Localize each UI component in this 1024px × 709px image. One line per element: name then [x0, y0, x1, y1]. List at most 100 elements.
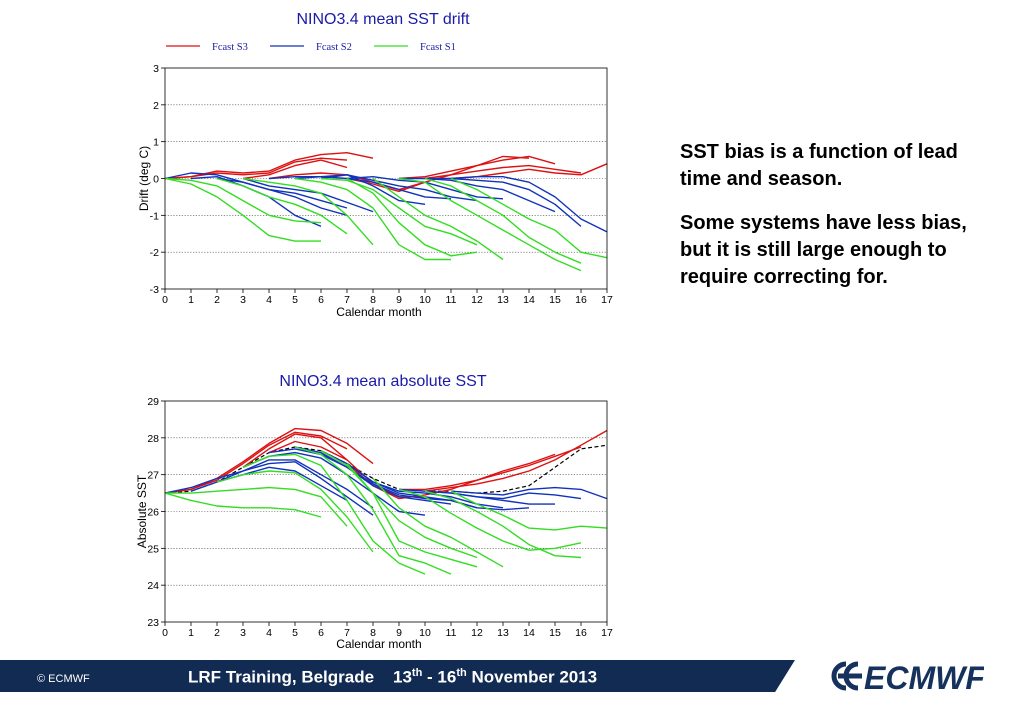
x-tick-label: 7 — [344, 294, 350, 306]
y-tick-label: 27 — [147, 470, 159, 482]
date-end: 16 — [437, 667, 457, 687]
series-line-s2 — [216, 177, 348, 216]
date-separator: - — [422, 667, 438, 687]
footer-bar: © ECMWF LRF Training, Belgrade 13th - 16… — [0, 660, 795, 692]
series-line-s1 — [346, 463, 478, 568]
series-line-s3 — [424, 429, 608, 492]
series-line-s2 — [216, 459, 374, 509]
x-tick-label: 16 — [575, 294, 587, 306]
series-line-s2 — [320, 174, 478, 202]
legend-label: Fcast S3 — [212, 42, 248, 53]
x-tick-label: 6 — [318, 627, 324, 639]
absolute-sst-chart: NINO3.4 mean absolute SST232425262728290… — [135, 373, 613, 651]
x-tick-label: 12 — [471, 627, 483, 639]
series-line-s3 — [398, 155, 556, 180]
series-line-s1 — [242, 453, 426, 575]
ecmwf-logo: ECMWF — [831, 660, 984, 696]
series-line-s1 — [424, 490, 582, 559]
x-tick-label: 4 — [266, 627, 272, 639]
x-tick-label: 1 — [188, 627, 194, 639]
x-tick-label: 4 — [266, 294, 272, 306]
series-line-s3 — [164, 431, 348, 494]
x-tick-label: 3 — [240, 294, 246, 306]
x-tick-label: 10 — [419, 294, 431, 306]
y-tick-label: 25 — [147, 543, 159, 555]
x-tick-label: 15 — [549, 627, 561, 639]
x-tick-label: 8 — [370, 627, 376, 639]
date-end-suffix: th — [456, 667, 467, 679]
legend-label: Fcast S2 — [316, 42, 352, 53]
series-line-s1 — [424, 177, 582, 264]
x-tick-label: 2 — [214, 627, 220, 639]
x-tick-label: 14 — [523, 627, 535, 639]
x-tick-label: 0 — [162, 294, 168, 306]
series-line-s1 — [164, 492, 322, 518]
series-line-s3 — [399, 446, 582, 491]
x-tick-label: 13 — [497, 627, 509, 639]
y-tick-label: 0 — [153, 174, 159, 186]
y-tick-label: 1 — [153, 137, 159, 149]
series-line-s3 — [164, 157, 348, 180]
series-line-s1 — [398, 177, 582, 272]
series-line-s2 — [450, 175, 608, 233]
series-line-s2 — [190, 466, 348, 502]
x-tick-label: 0 — [162, 627, 168, 639]
chart-title: NINO3.4 mean absolute SST — [279, 373, 486, 390]
chart-title: NINO3.4 mean SST drift — [296, 11, 470, 28]
series-line-s1 — [216, 470, 374, 553]
series-line-s2 — [268, 448, 452, 505]
y-axis-label: Drift (deg C) — [137, 146, 151, 211]
x-tick-label: 9 — [396, 294, 402, 306]
x-tick-label: 8 — [370, 294, 376, 306]
series-line-s1 — [320, 450, 478, 559]
x-tick-label: 7 — [344, 627, 350, 639]
series-line-s1 — [164, 177, 321, 242]
plot-frame — [164, 400, 608, 623]
y-tick-label: 29 — [147, 396, 159, 408]
series-line-s1 — [450, 490, 608, 531]
y-tick-label: -2 — [150, 247, 159, 259]
y-tick-label: 23 — [147, 617, 159, 629]
series-line-s1 — [294, 446, 452, 575]
x-tick-label: 16 — [575, 627, 587, 639]
x-tick-label: 17 — [601, 294, 613, 306]
y-tick-label: 3 — [153, 63, 159, 75]
y-tick-label: -1 — [150, 210, 159, 222]
y-tick-label: 24 — [147, 580, 159, 592]
series-line-s2 — [242, 177, 374, 213]
series-line-s1 — [294, 177, 451, 261]
date-month-year: November 2013 — [466, 667, 598, 687]
y-tick-label: -3 — [150, 284, 159, 296]
x-tick-label: 9 — [396, 627, 402, 639]
y-axis-label: Absolute SST — [135, 474, 149, 548]
note-bias-function: SST bias is a function of lead time and … — [680, 141, 958, 190]
series-line-s1 — [372, 477, 504, 568]
x-tick-label: 14 — [523, 294, 535, 306]
date-start-suffix: th — [411, 667, 423, 679]
event-name: LRF Training, Belgrade — [188, 667, 375, 687]
series-line-s1 — [372, 177, 504, 261]
legend-label: Fcast S1 — [420, 42, 456, 53]
series-line-s2 — [450, 486, 608, 500]
series-line-s1 — [216, 177, 348, 235]
footer-title: LRF Training, Belgrade 13th - 16th Novem… — [188, 667, 597, 688]
series-line-s1 — [450, 177, 608, 259]
series-line-s2 — [424, 490, 582, 500]
series-line-s2 — [164, 461, 374, 516]
series-line-s1 — [165, 486, 348, 527]
x-tick-label: 10 — [419, 627, 431, 639]
x-tick-label: 5 — [292, 294, 298, 306]
series-line-s1 — [164, 177, 322, 224]
footer: © ECMWF LRF Training, Belgrade 13th - 16… — [0, 656, 1024, 709]
series-line-s3 — [424, 164, 582, 180]
x-axis-label: Calendar month — [336, 305, 421, 319]
series-line-s1 — [320, 177, 478, 246]
x-tick-label: 15 — [549, 294, 561, 306]
x-tick-label: 17 — [601, 627, 613, 639]
y-tick-label: 28 — [147, 433, 159, 445]
copyright-text: © ECMWF — [37, 673, 90, 685]
drift-chart: NINO3.4 mean SST drift Fcast S3 Fcast S2 Fc… — [137, 11, 613, 319]
logo-text: ECMWF — [864, 660, 984, 696]
series-line-s1 — [398, 488, 582, 551]
x-tick-label: 11 — [446, 627, 457, 639]
